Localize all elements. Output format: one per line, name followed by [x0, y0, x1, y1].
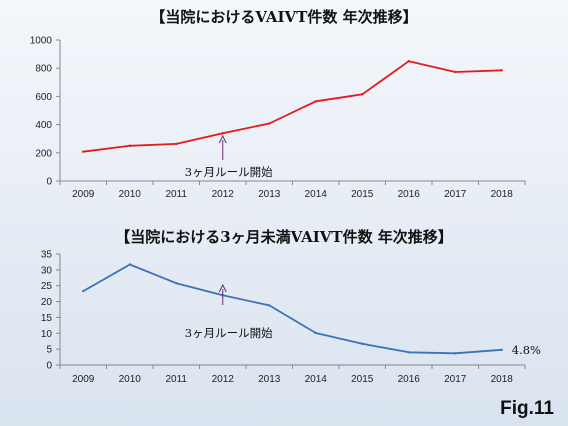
y-tick-label: 200 [35, 148, 52, 159]
data-point [175, 281, 178, 285]
data-point [454, 70, 457, 74]
x-tick-label: 2014 [305, 189, 328, 200]
data-point [407, 351, 410, 354]
x-tick-label: 2012 [212, 374, 235, 385]
chart1: 0 200 400 600 800 1000 2009 2010 2011 2012 2013 201… [30, 36, 526, 200]
data-point [82, 289, 85, 293]
data-point [407, 59, 410, 63]
annotation-text: 3ヶ月ルール開始 [185, 165, 273, 179]
y-tick-label: 20 [41, 297, 53, 308]
data-point [128, 144, 131, 147]
x-tick-label: 2011 [165, 189, 187, 200]
y-tick-label: 5 [46, 345, 52, 356]
annotation-text: 3ヶ月ルール開始 [185, 326, 273, 340]
y-tick-label: 600 [35, 92, 52, 103]
x-tick-label: 2015 [351, 374, 374, 385]
x-tick-label: 2015 [351, 189, 374, 200]
data-point [314, 100, 317, 103]
x-tick-label: 2017 [444, 189, 467, 200]
y-tick-label: 800 [35, 64, 52, 75]
x-tick-label: 2018 [491, 189, 514, 200]
annotation-arrow-head [218, 283, 227, 293]
x-tick-label: 2009 [72, 189, 95, 200]
chart2-title: 【当院における3ヶ月未満VAIVT件数 年次推移】 [115, 228, 453, 246]
data-point [221, 132, 224, 135]
x-tick-label: 2017 [444, 374, 467, 385]
y-tick-label: 400 [35, 120, 52, 131]
data-point [268, 304, 271, 307]
data-point [500, 69, 503, 72]
chart1-title: 【当院におけるVAIVT件数 年次推移】 [150, 8, 418, 26]
annotation-arrow-head [218, 134, 227, 144]
y-tick-label: 25 [41, 281, 53, 292]
y-tick-label: 15 [41, 313, 53, 324]
figure-label: Fig.11 [500, 398, 554, 419]
x-tick-label: 2010 [119, 189, 142, 200]
x-tick-label: 2016 [398, 374, 421, 385]
data-point [128, 263, 131, 266]
data-point [361, 342, 364, 345]
x-tick-label: 2013 [258, 189, 281, 200]
data-point [361, 93, 364, 96]
y-tick-label: 10 [41, 329, 53, 340]
y-tick-label: 0 [46, 177, 52, 188]
end-value-label: 4.8% [512, 343, 541, 357]
x-tick-label: 2014 [305, 374, 328, 385]
data-point [175, 142, 178, 146]
series-line [83, 60, 502, 153]
series-line [82, 263, 502, 355]
data-point [82, 150, 85, 153]
y-tick-label: 1000 [30, 36, 53, 47]
y-tick-label: 35 [41, 250, 53, 261]
data-point [268, 122, 271, 125]
x-tick-label: 2010 [119, 374, 142, 385]
x-tick-label: 2013 [258, 374, 281, 385]
x-tick-label: 2018 [491, 374, 514, 385]
y-tick-label: 0 [46, 361, 52, 372]
x-tick-label: 2009 [72, 374, 95, 385]
y-tick-label: 30 [41, 265, 53, 276]
data-point [500, 348, 503, 351]
data-point [314, 331, 317, 335]
data-point [454, 352, 457, 355]
x-tick-label: 2011 [165, 374, 187, 385]
x-tick-label: 2012 [212, 189, 235, 200]
chart2: 0 5 10 15 20 25 30 35 2009 2010 2011 2012 2013 2014 20… [41, 250, 541, 386]
x-tick-label: 2016 [398, 189, 421, 200]
